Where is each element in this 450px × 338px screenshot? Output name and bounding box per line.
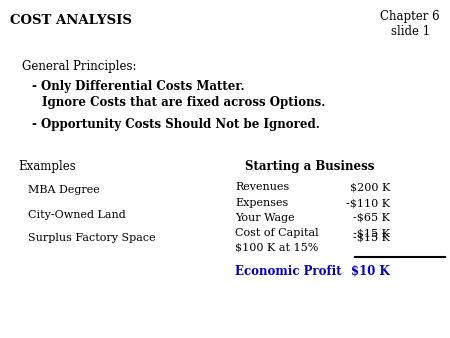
- Text: City-Owned Land: City-Owned Land: [28, 210, 126, 220]
- Text: Chapter 6
slide 1: Chapter 6 slide 1: [380, 10, 440, 38]
- Text: Starting a Business: Starting a Business: [245, 160, 375, 173]
- Text: Expenses: Expenses: [235, 198, 288, 208]
- Text: Economic Profit: Economic Profit: [235, 265, 342, 278]
- Text: $100 K at 15%: $100 K at 15%: [235, 243, 319, 253]
- Text: Examples: Examples: [18, 160, 76, 173]
- Text: $200 K: $200 K: [350, 182, 390, 192]
- Text: MBA Degree: MBA Degree: [28, 185, 100, 195]
- Text: Cost of Capital: Cost of Capital: [235, 228, 319, 238]
- Text: Revenues: Revenues: [235, 182, 289, 192]
- Text: -$15 K: -$15 K: [353, 232, 390, 242]
- Text: Surplus Factory Space: Surplus Factory Space: [28, 233, 156, 243]
- Text: COST ANALYSIS: COST ANALYSIS: [10, 14, 132, 27]
- Text: Ignore Costs that are fixed across Options.: Ignore Costs that are fixed across Optio…: [42, 96, 325, 109]
- Text: - Only Differential Costs Matter.: - Only Differential Costs Matter.: [32, 80, 245, 93]
- Text: Your Wage: Your Wage: [235, 213, 295, 223]
- Text: -$65 K: -$65 K: [353, 213, 390, 223]
- Text: - Opportunity Costs Should Not be Ignored.: - Opportunity Costs Should Not be Ignore…: [32, 118, 320, 131]
- Text: $10 K: $10 K: [351, 265, 390, 278]
- Text: -$110 K: -$110 K: [346, 198, 390, 208]
- Text: General Principles:: General Principles:: [22, 60, 136, 73]
- Text: -$15 K: -$15 K: [353, 228, 390, 238]
